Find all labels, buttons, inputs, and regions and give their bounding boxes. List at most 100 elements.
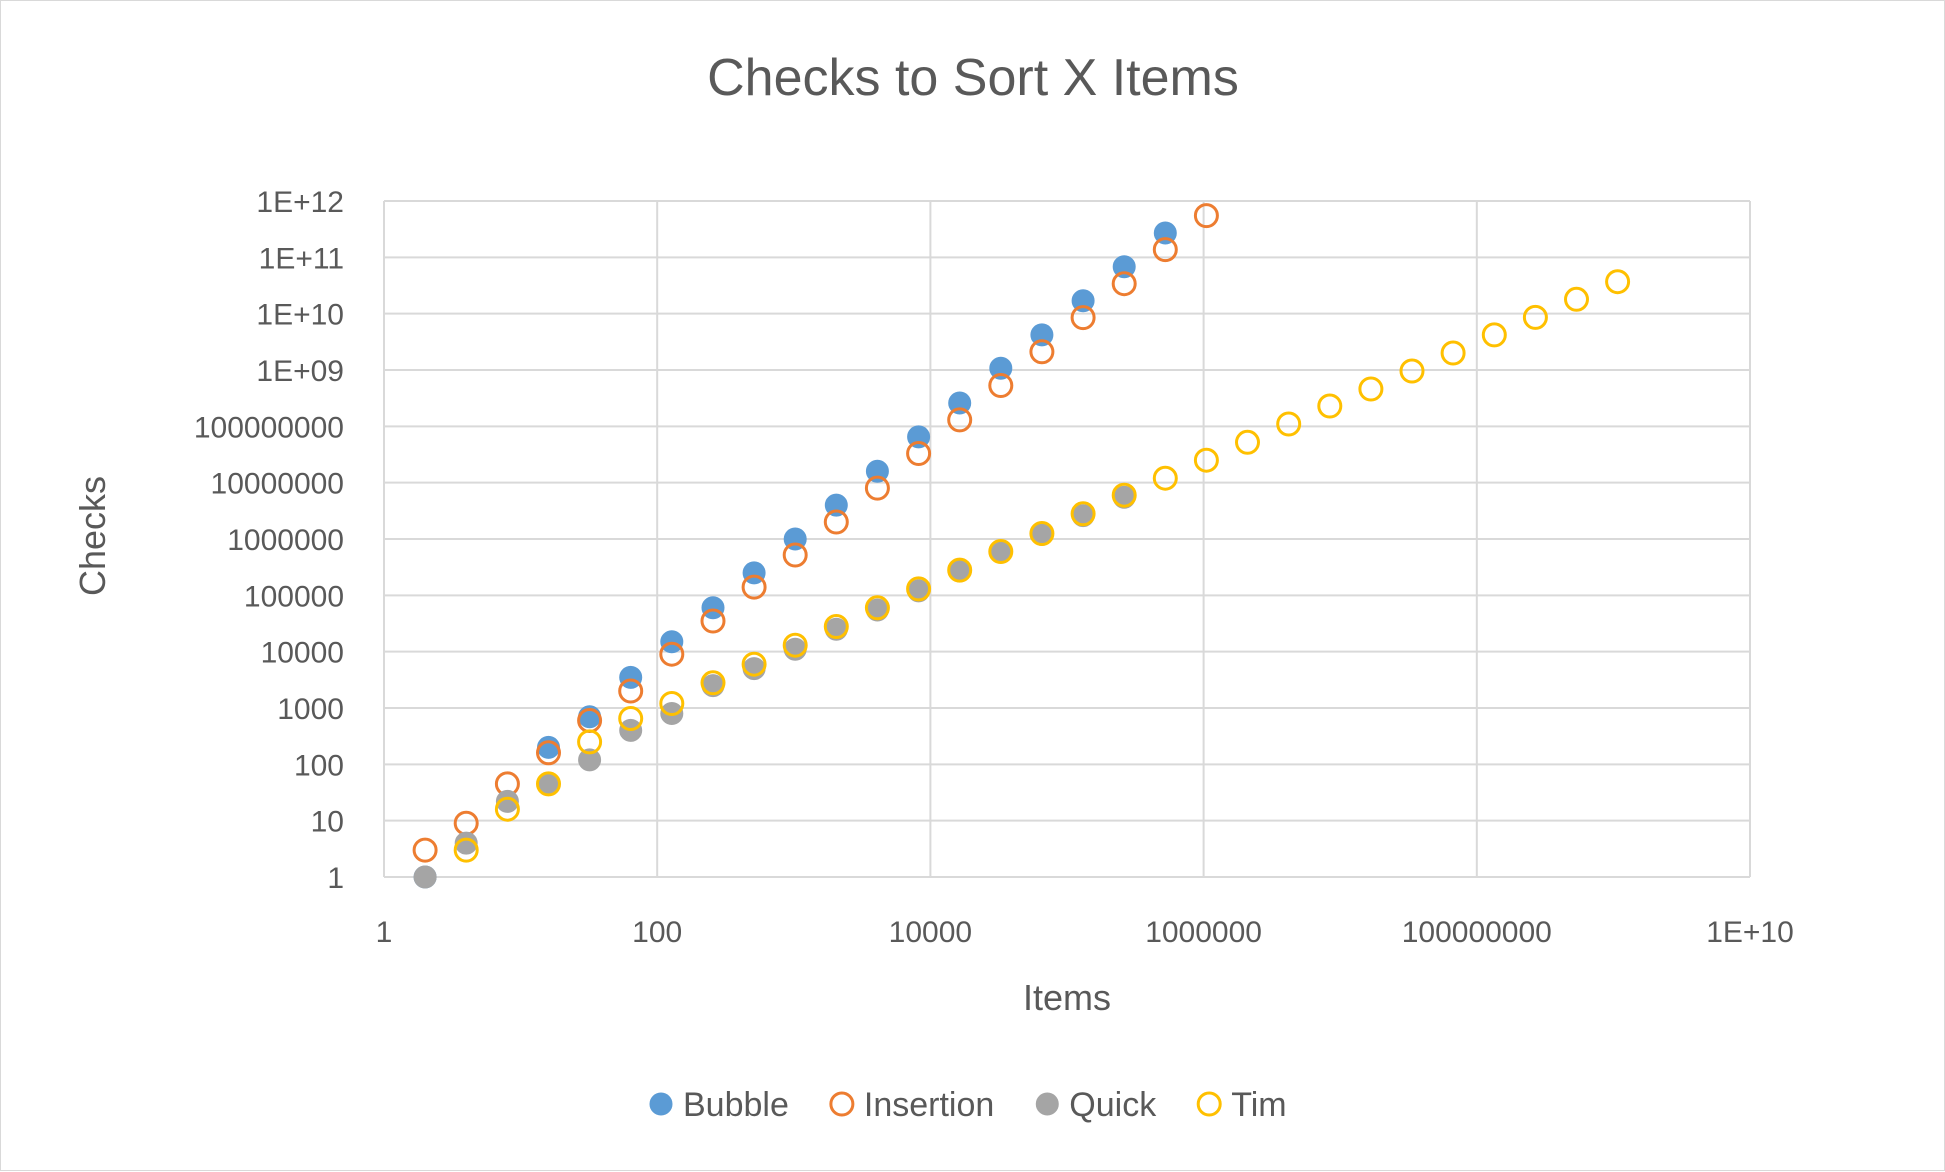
data-point-tim: [536, 771, 561, 797]
y-axis-title: Checks: [72, 476, 113, 596]
x-axis-tick-labels: 1 100 10000 1000000 100000000 1E+10: [376, 916, 1794, 949]
legend-marker: [1035, 1092, 1059, 1116]
data-point-insertion: [700, 608, 726, 634]
data-point-insertion: [1193, 203, 1219, 229]
legend-marker: [829, 1091, 855, 1117]
data-point-tim: [1481, 322, 1507, 348]
data-point-bubble: [1071, 289, 1095, 313]
data-point-insertion: [536, 740, 561, 766]
data-point-insertion: [906, 441, 932, 466]
data-point-bubble: [1030, 323, 1054, 347]
y-tick-label: 1E+09: [256, 355, 344, 388]
data-point-insertion: [1070, 305, 1096, 331]
data-point-insertion: [618, 678, 644, 704]
data-point-tim: [1029, 521, 1055, 546]
data-point-tim: [1317, 393, 1343, 419]
data-point-insertion: [823, 509, 849, 535]
y-tick-label: 1: [327, 862, 344, 895]
data-point-tim: [823, 614, 849, 639]
legend-item-tim: Tim: [1196, 1086, 1287, 1124]
y-tick-label: 1E+12: [256, 186, 344, 219]
data-point-bubble: [537, 735, 560, 759]
data-point-quick: [454, 831, 478, 855]
data-point-insertion: [864, 475, 890, 501]
data-point-insertion: [741, 574, 767, 600]
x-tick-label: 100000000: [1402, 916, 1552, 949]
data-point-bubble: [701, 596, 725, 620]
data-point-insertion: [412, 837, 438, 863]
series-tim: [453, 269, 1631, 863]
data-point-tim: [1070, 501, 1096, 527]
data-point-tim: [782, 632, 808, 658]
data-point-tim: [988, 539, 1014, 564]
data-point-tim: [1235, 429, 1260, 455]
legend-label: Quick: [1069, 1086, 1157, 1124]
data-point-tim: [906, 576, 932, 602]
x-tick-label: 1000000: [1145, 916, 1262, 949]
series-quick: [413, 485, 1136, 889]
y-tick-label: 1000: [277, 693, 344, 726]
y-tick-label: 1000000: [227, 524, 344, 557]
data-point-bubble: [824, 493, 848, 517]
data-point-insertion: [1029, 339, 1055, 365]
legend-item-quick: Quick: [1035, 1086, 1157, 1124]
data-point-tim: [1440, 340, 1466, 366]
data-point-tim: [453, 837, 479, 863]
x-axis-title: Items: [1023, 977, 1111, 1018]
data-point-insertion: [1152, 237, 1178, 263]
y-axis-tick-labels: 1 10 100 1000 10000 100000 1000000 10000000 1000…: [194, 186, 344, 895]
data-point-tim: [1193, 447, 1219, 473]
y-tick-label: 100000000: [194, 411, 344, 444]
data-point-tim: [864, 595, 890, 621]
data-point-insertion: [1111, 271, 1137, 297]
data-point-tim: [700, 670, 726, 696]
data-point-tim: [1276, 411, 1302, 437]
data-point-tim: [1564, 286, 1589, 312]
legend-label: Tim: [1231, 1086, 1286, 1124]
x-tick-label: 100: [632, 916, 682, 949]
legend-label: Bubble: [683, 1086, 789, 1124]
data-point-insertion: [453, 810, 479, 836]
legend-marker: [649, 1092, 673, 1116]
data-point-insertion: [947, 407, 973, 433]
data-point-tim: [1111, 482, 1137, 508]
data-point-tim: [618, 706, 644, 731]
data-point-bubble: [1112, 255, 1136, 279]
grid: [383, 200, 1751, 878]
x-tick-label: 1: [376, 916, 393, 949]
y-tick-label: 100000: [244, 580, 344, 613]
chart-title: Checks to Sort X Items: [707, 49, 1239, 107]
series-bubble: [413, 221, 1177, 889]
legend-marker: [1196, 1091, 1222, 1117]
data-point-tim: [741, 651, 767, 677]
data-point-tim: [1605, 269, 1631, 295]
data-point-tim: [577, 729, 603, 755]
data-point-insertion: [988, 373, 1014, 398]
data-point-tim: [1358, 376, 1384, 402]
data-point-insertion: [659, 641, 685, 667]
data-points: [412, 203, 1631, 889]
data-point-bubble: [989, 356, 1013, 380]
data-point-quick: [413, 865, 437, 889]
data-point-quick: [495, 789, 519, 813]
legend: Bubble Insertion Quick Tim: [649, 1086, 1287, 1124]
y-tick-label: 100: [294, 749, 344, 782]
legend-item-bubble: Bubble: [649, 1086, 789, 1124]
y-tick-label: 10000: [261, 637, 344, 670]
y-tick-label: 10000000: [211, 468, 344, 501]
data-point-bubble: [948, 391, 972, 415]
data-point-bubble: [865, 459, 889, 483]
data-point-tim: [1399, 358, 1425, 384]
data-point-tim: [659, 691, 685, 716]
data-point-insertion: [782, 542, 808, 568]
legend-item-insertion: Insertion: [829, 1086, 994, 1124]
data-point-quick: [578, 748, 602, 772]
y-tick-label: 10: [311, 806, 344, 839]
data-point-tim: [1522, 304, 1548, 330]
data-point-tim: [494, 796, 520, 822]
legend-label: Insertion: [864, 1086, 994, 1124]
series-insertion: [412, 203, 1219, 863]
data-point-tim: [947, 557, 973, 583]
